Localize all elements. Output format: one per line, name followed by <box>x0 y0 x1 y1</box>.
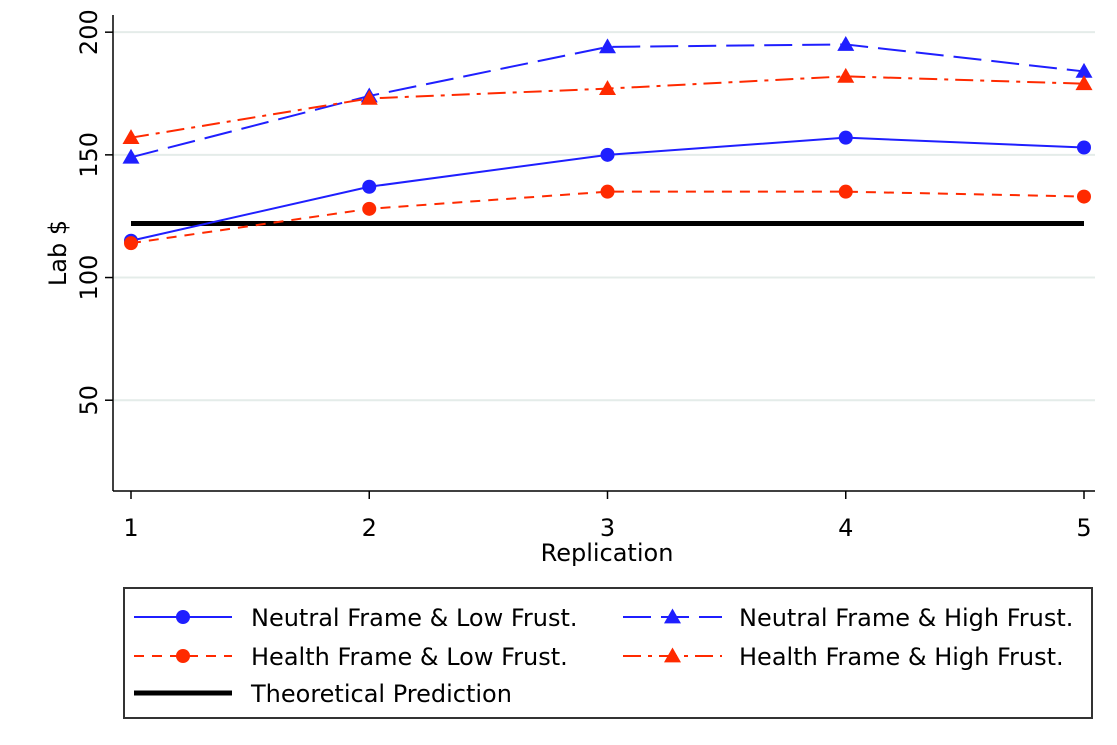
series-line <box>130 190 1085 245</box>
data-point <box>599 80 616 95</box>
legend-label: Health Frame & High Frust. <box>739 643 1064 671</box>
data-point <box>838 130 853 145</box>
y-tick-label: 50 <box>75 385 103 416</box>
y-tick-label: 200 <box>75 9 103 55</box>
legend-box <box>123 587 1093 719</box>
x-axis-title: Replication <box>541 539 674 567</box>
data-point <box>1075 62 1093 78</box>
data-point <box>600 184 615 199</box>
data-point <box>1075 75 1093 91</box>
legend-entry-5: Theoretical Prediction <box>134 680 512 708</box>
y-axis-title: Lab $ <box>44 220 72 286</box>
legend-entry-1: Neutral Frame & Low Frust. <box>134 604 578 632</box>
data-point <box>360 89 378 105</box>
legend-entry-2: Neutral Frame & High Frust. <box>623 604 1073 632</box>
series-4 <box>122 67 1093 145</box>
legend-label: Neutral Frame & Low Frust. <box>251 604 578 632</box>
legend: Neutral Frame & Low Frust. Neutral Frame … <box>123 587 1093 719</box>
series-3 <box>124 184 1091 251</box>
data-point <box>124 236 138 251</box>
data-point <box>600 147 615 162</box>
legend-entry-3: Health Frame & Low Frust. <box>134 643 568 671</box>
x-ticks: 1 2 3 4 5 <box>123 491 1092 542</box>
y-ticks: 50 100 150 200 <box>75 9 113 415</box>
legend-label: Health Frame & Low Frust. <box>251 643 568 671</box>
x-tick-label: 3 <box>600 514 615 542</box>
data-point <box>1077 189 1091 204</box>
series-layer <box>122 35 1093 251</box>
data-point <box>122 129 140 145</box>
legend-swatch-marker <box>664 608 681 624</box>
data-point <box>599 38 616 54</box>
data-point <box>362 179 377 194</box>
legend-swatch-marker <box>176 610 190 624</box>
data-point <box>837 67 855 83</box>
x-tick-label: 1 <box>123 514 138 542</box>
data-point <box>122 148 140 164</box>
x-tick-label: 2 <box>362 514 377 542</box>
x-tick-label: 4 <box>838 514 853 542</box>
legend-swatch-marker <box>664 647 681 663</box>
series-line <box>130 43 1085 159</box>
y-tick-label: 150 <box>75 132 103 178</box>
data-point <box>837 35 855 51</box>
legend-label: Neutral Frame & High Frust. <box>739 604 1073 632</box>
legend-swatch-marker <box>176 649 190 663</box>
axes <box>112 15 1095 492</box>
x-tick-label: 5 <box>1076 514 1091 542</box>
legend-label: Theoretical Prediction <box>250 680 512 708</box>
data-point <box>362 201 377 216</box>
y-tick-label: 100 <box>75 255 103 301</box>
data-point <box>838 184 853 199</box>
series-2 <box>122 35 1093 164</box>
legend-entry-4: Health Frame & High Frust. <box>623 643 1064 671</box>
data-point <box>1077 140 1091 155</box>
